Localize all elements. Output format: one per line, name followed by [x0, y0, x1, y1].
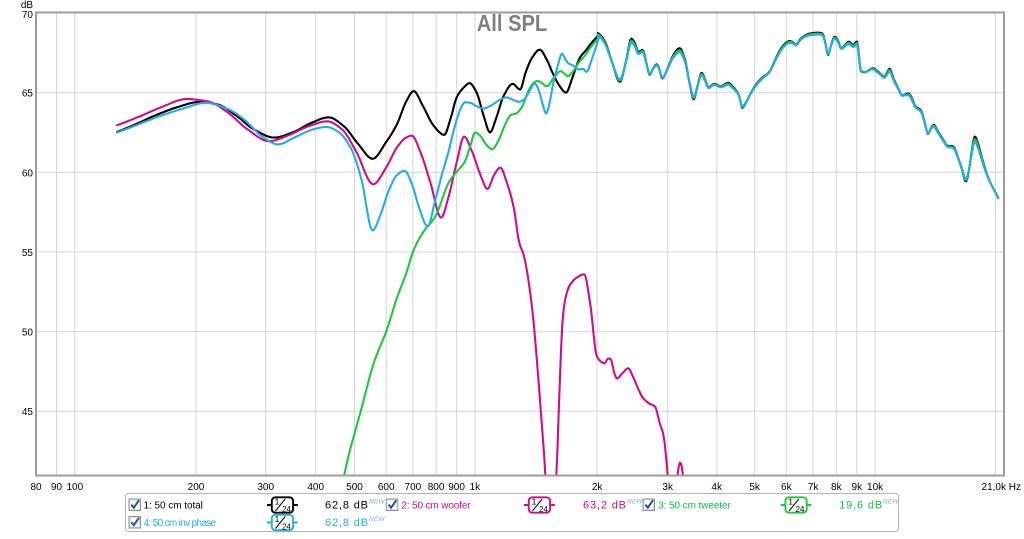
svg-text:100: 100	[66, 482, 83, 493]
svg-text:300: 300	[257, 482, 274, 493]
svg-text:400: 400	[307, 482, 324, 493]
svg-text:5k: 5k	[749, 482, 761, 493]
svg-text:1: 1	[532, 497, 537, 507]
svg-text:1: 1	[788, 497, 793, 507]
svg-text:24: 24	[282, 522, 291, 531]
svg-text:50: 50	[22, 328, 34, 339]
svg-text:24: 24	[282, 505, 291, 514]
svg-text:10k: 10k	[867, 482, 884, 493]
svg-text:NEW: NEW	[369, 516, 385, 523]
svg-text:600: 600	[378, 482, 395, 493]
svg-text:90: 90	[51, 482, 63, 493]
svg-text:1: 1	[275, 514, 280, 524]
svg-text:NEW: NEW	[369, 499, 385, 506]
svg-text:3: 50 cm tweeter: 3: 50 cm tweeter	[658, 501, 731, 512]
svg-text:62,8 dB: 62,8 dB	[325, 500, 368, 512]
svg-text:9k: 9k	[852, 482, 864, 493]
svg-text:3k: 3k	[662, 482, 674, 493]
svg-text:24: 24	[539, 505, 548, 514]
svg-text:500: 500	[346, 482, 363, 493]
svg-text:8k: 8k	[831, 482, 843, 493]
svg-text:All SPL: All SPL	[477, 10, 547, 37]
svg-text:60: 60	[22, 168, 34, 179]
svg-text:700: 700	[405, 482, 422, 493]
svg-text:63,2 dB: 63,2 dB	[583, 500, 626, 512]
svg-text:NEW: NEW	[627, 499, 643, 506]
svg-text:80: 80	[30, 482, 42, 493]
svg-text:70: 70	[22, 10, 34, 21]
svg-text:55: 55	[22, 248, 34, 259]
svg-text:21,0k Hz: 21,0k Hz	[982, 482, 1021, 493]
svg-text:1: 50 cm total: 1: 50 cm total	[144, 501, 203, 512]
svg-text:800: 800	[428, 482, 445, 493]
svg-text:200: 200	[188, 482, 205, 493]
svg-text:1k: 1k	[470, 482, 482, 493]
svg-text:6k: 6k	[781, 482, 793, 493]
svg-text:2: 50 cm woofer: 2: 50 cm woofer	[401, 501, 471, 512]
svg-text:4k: 4k	[711, 482, 723, 493]
svg-text:dB: dB	[21, 0, 34, 11]
svg-text:4: 50 cm inv phase: 4: 50 cm inv phase	[144, 518, 217, 529]
svg-text:24: 24	[796, 505, 805, 514]
svg-text:19,6 dB: 19,6 dB	[839, 500, 882, 512]
svg-text:65: 65	[22, 89, 34, 100]
svg-text:45: 45	[22, 407, 34, 418]
svg-text:900: 900	[448, 482, 465, 493]
svg-text:1: 1	[275, 497, 280, 507]
svg-text:2k: 2k	[592, 482, 604, 493]
svg-text:62,8 dB: 62,8 dB	[325, 517, 368, 529]
svg-text:NEW: NEW	[883, 499, 899, 506]
svg-text:7k: 7k	[808, 482, 820, 493]
